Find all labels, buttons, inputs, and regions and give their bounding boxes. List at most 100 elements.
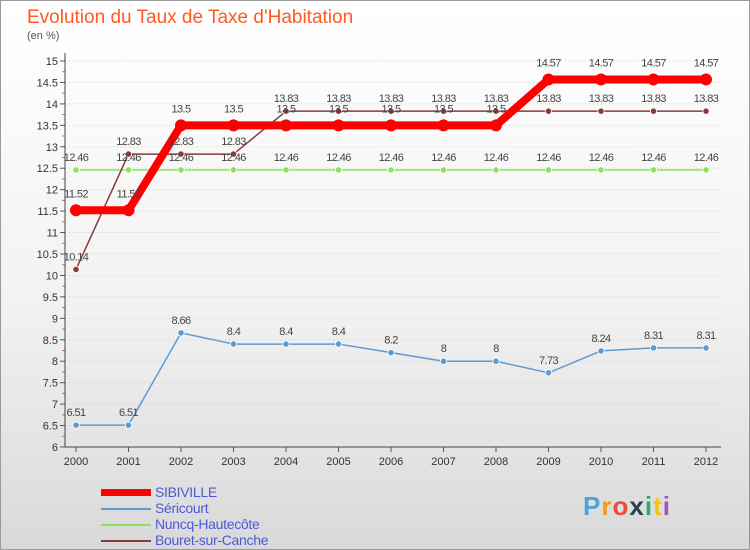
logo-letter: o bbox=[612, 491, 630, 521]
legend-swatch bbox=[101, 540, 151, 542]
data-label: 14.57 bbox=[641, 57, 666, 69]
series-point bbox=[649, 107, 658, 115]
data-label: 12.46 bbox=[431, 152, 456, 164]
y-tick-label: 7.5 bbox=[43, 378, 58, 390]
data-label: 8 bbox=[493, 343, 499, 355]
series-point bbox=[439, 357, 448, 365]
y-tick-label: 11 bbox=[47, 228, 58, 240]
data-label: 11.52 bbox=[117, 188, 141, 200]
data-label: 12.83 bbox=[169, 136, 194, 148]
legend-swatch bbox=[101, 524, 151, 526]
proxiti-logo: Proxiti bbox=[583, 491, 671, 522]
series-point bbox=[490, 119, 502, 132]
data-label: 12.46 bbox=[326, 152, 351, 164]
series-point bbox=[492, 357, 500, 365]
data-label: 12.46 bbox=[536, 152, 561, 164]
series-point bbox=[280, 119, 292, 132]
data-label: 13.83 bbox=[326, 93, 351, 105]
data-label: 8.4 bbox=[227, 326, 241, 338]
y-tick-label: 10.5 bbox=[37, 249, 58, 261]
data-label: 13.83 bbox=[274, 93, 299, 105]
y-tick-label: 6.5 bbox=[43, 421, 58, 433]
series-point bbox=[124, 166, 133, 174]
y-tick-label: 10 bbox=[46, 270, 58, 282]
data-label: 13.83 bbox=[379, 93, 404, 105]
series-point bbox=[544, 166, 553, 174]
series-point bbox=[700, 73, 712, 86]
data-label: 14.57 bbox=[694, 57, 719, 69]
x-tick-label: 2005 bbox=[326, 456, 350, 468]
data-label: 13.83 bbox=[484, 93, 509, 105]
legend-swatch bbox=[101, 508, 151, 510]
series-point bbox=[649, 344, 658, 352]
series-point bbox=[597, 166, 605, 174]
series-point bbox=[334, 166, 343, 174]
series-point bbox=[122, 204, 135, 217]
logo-letter: t bbox=[653, 491, 663, 521]
logo-letter: P bbox=[583, 491, 602, 521]
series-point bbox=[124, 421, 133, 429]
data-label: 12.83 bbox=[221, 136, 246, 148]
data-label: 13.83 bbox=[641, 93, 666, 105]
series-point bbox=[492, 107, 500, 115]
data-label: 8 bbox=[441, 343, 447, 355]
series-point bbox=[227, 119, 240, 132]
legend-item-bouret-sur-canche: Bouret-sur-Canche bbox=[101, 533, 321, 549]
data-label: 8.31 bbox=[696, 330, 715, 342]
series-point bbox=[332, 119, 345, 132]
y-tick-label: 9.5 bbox=[43, 292, 58, 304]
data-label: 12.46 bbox=[589, 152, 614, 164]
y-tick-label: 15 bbox=[46, 56, 58, 68]
series-point bbox=[544, 369, 553, 377]
data-label: 13.5 bbox=[329, 103, 348, 115]
series-point bbox=[229, 166, 238, 174]
data-labels: 11.52 11.52 13.5 13.5 13.5 13.5 13.5 13.5 13.5 14… bbox=[64, 57, 720, 419]
data-label: 12.83 bbox=[116, 136, 141, 148]
data-label: 12.46 bbox=[484, 152, 509, 164]
series-point bbox=[387, 166, 395, 174]
y-tick-label: 12.5 bbox=[37, 163, 58, 175]
series-point bbox=[649, 166, 658, 174]
legend-item-nuncq-hautecote: Nuncq-Hautecôte bbox=[101, 517, 321, 533]
data-label: 11.52 bbox=[64, 188, 88, 200]
x-tick-label: 2003 bbox=[221, 456, 245, 468]
y-tick-label: 14 bbox=[46, 99, 58, 111]
series-point bbox=[702, 107, 710, 115]
y-tick-label: 13.5 bbox=[37, 120, 58, 132]
data-label: 13.83 bbox=[431, 93, 456, 105]
series-point bbox=[439, 166, 448, 174]
y-tick-label: 6 bbox=[52, 442, 58, 454]
legend-item-sericourt: Séricourt bbox=[101, 501, 321, 517]
data-label: 13.5 bbox=[224, 103, 243, 115]
y-tick-label: 11.5 bbox=[37, 206, 58, 218]
data-label: 12.46 bbox=[641, 152, 666, 164]
data-label: 8.24 bbox=[591, 333, 610, 345]
y-tick-label: 8.5 bbox=[43, 335, 58, 347]
grid-lines bbox=[65, 60, 721, 448]
logo-letter: i bbox=[644, 491, 654, 521]
y-tick-label: 9 bbox=[52, 313, 58, 325]
data-label: 12.46 bbox=[64, 152, 89, 164]
series-point bbox=[647, 73, 660, 86]
series-point bbox=[597, 347, 605, 355]
logo-letter: x bbox=[629, 491, 645, 521]
x-tick-label: 2008 bbox=[484, 456, 508, 468]
legend-item-sibiville: SIBIVILLE bbox=[101, 485, 321, 501]
series-point bbox=[439, 107, 448, 115]
data-label: 12.46 bbox=[379, 152, 404, 164]
data-label: 12.46 bbox=[694, 152, 719, 164]
data-label: 8.2 bbox=[384, 335, 398, 347]
series-point bbox=[334, 340, 343, 348]
series-point bbox=[334, 107, 343, 115]
logo-letter: i bbox=[662, 491, 671, 521]
series-point bbox=[387, 107, 395, 115]
series-point bbox=[72, 166, 80, 174]
series-point bbox=[385, 119, 397, 132]
series-point bbox=[72, 265, 80, 274]
data-label: 13.5 bbox=[434, 103, 453, 115]
logo-letter: r bbox=[601, 491, 613, 521]
x-tick-label: 2000 bbox=[64, 456, 88, 468]
x-tick-label: 2004 bbox=[274, 456, 298, 468]
